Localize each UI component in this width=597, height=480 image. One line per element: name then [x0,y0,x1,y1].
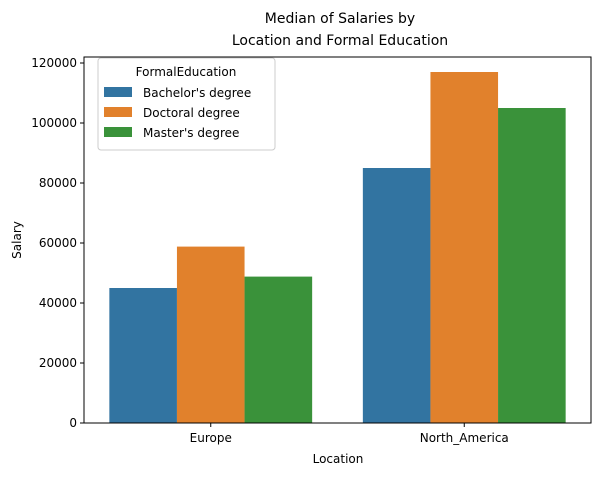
y-axis-ticks: 0 20000 40000 60000 80000 100000 120000 [31,56,84,430]
bar-europe-series-1 [109,288,177,423]
bar-north-america-series-3 [498,108,566,423]
bar-north-america-series-2 [430,72,499,423]
legend-label: Master's degree [143,126,239,140]
chart-title-line-1: Median of Salaries by [265,11,415,27]
y-tick-label: 0 [69,416,77,430]
legend-swatch [104,107,132,117]
y-tick-label: 40000 [39,296,77,310]
legend-label: Bachelor's degree [143,86,251,100]
bar-europe-series-2 [176,246,245,423]
y-tick-label: 120000 [31,56,77,70]
legend-swatch [104,87,132,97]
chart-title-line-2: Location and Formal Education [232,33,448,49]
legend-swatch [104,127,132,137]
legend-frame [97,57,276,151]
y-tick-label: 80000 [39,176,77,190]
plot-area-frame [83,56,592,424]
legend-label: Doctoral degree [143,106,240,120]
y-axis-title: Salary [10,221,24,259]
bar-europe-series-3 [244,276,313,423]
y-tick-label: 100000 [31,116,77,130]
x-axis-ticks: Europe North_America [190,423,509,445]
bars-layer [109,72,566,423]
y-tick-label: 60000 [39,236,77,250]
legend-items: Bachelor's degree Doctoral degree Master's… [104,86,251,140]
x-axis-title: Location [313,452,364,466]
legend-title: FormalEducation [136,65,237,79]
y-tick-label: 20000 [39,356,77,370]
bar-north-america-series-1 [362,168,431,423]
x-tick-label: Europe [190,431,232,445]
x-tick-label: North_America [420,431,509,445]
legend: FormalEducation Bachelor's degree Doctora… [97,57,276,151]
